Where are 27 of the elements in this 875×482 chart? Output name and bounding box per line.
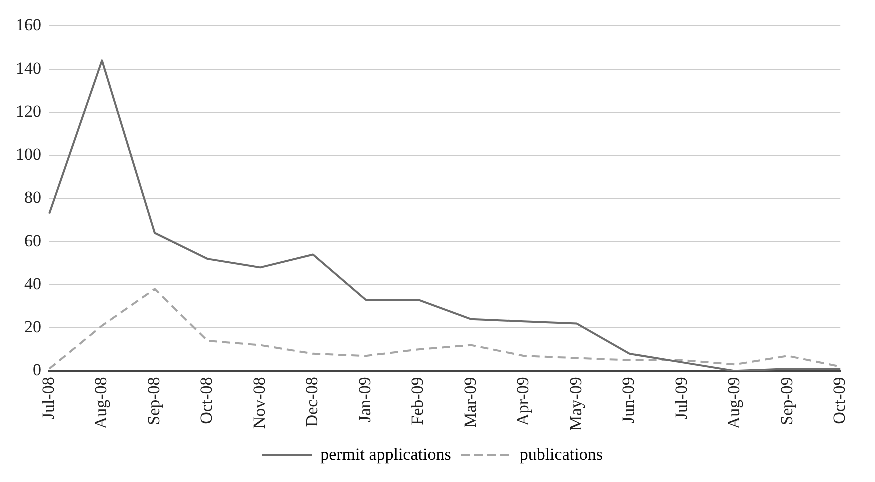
y-tick-label: 120 — [16, 102, 42, 121]
x-tick-label: Jul-09 — [672, 377, 691, 420]
y-tick-label: 40 — [24, 274, 42, 294]
legend-label: publications — [520, 444, 603, 464]
x-tick-label: Jan-09 — [355, 377, 374, 423]
y-tick-label: 140 — [16, 58, 42, 78]
x-tick-label: Dec-08 — [302, 377, 322, 428]
y-tick-label: 20 — [24, 318, 42, 337]
legend-label: permit applications — [320, 444, 452, 464]
y-tick-label: 100 — [16, 145, 42, 164]
x-tick-label: Jul-08 — [38, 377, 58, 420]
x-tick-label: Oct-08 — [197, 377, 216, 424]
x-tick-label: Nov-08 — [250, 377, 269, 430]
x-tick-label: Sep-09 — [777, 377, 796, 426]
x-tick-label: Feb-09 — [408, 377, 428, 426]
x-tick-label: May-09 — [566, 377, 586, 432]
y-tick-label: 160 — [16, 16, 42, 35]
x-tick-label: Jun-09 — [619, 377, 638, 424]
x-tick-label: Mar-09 — [460, 377, 480, 428]
x-tick-label: Oct-09 — [830, 377, 850, 424]
y-tick-label: 60 — [24, 231, 42, 250]
x-tick-label: Aug-08 — [92, 377, 111, 430]
x-tick-label: Sep-08 — [144, 377, 164, 426]
y-tick-label: 80 — [24, 188, 42, 208]
y-tick-label: 0 — [33, 360, 42, 380]
x-tick-label: Apr-09 — [514, 377, 533, 426]
x-tick-label: Aug-09 — [724, 377, 744, 430]
